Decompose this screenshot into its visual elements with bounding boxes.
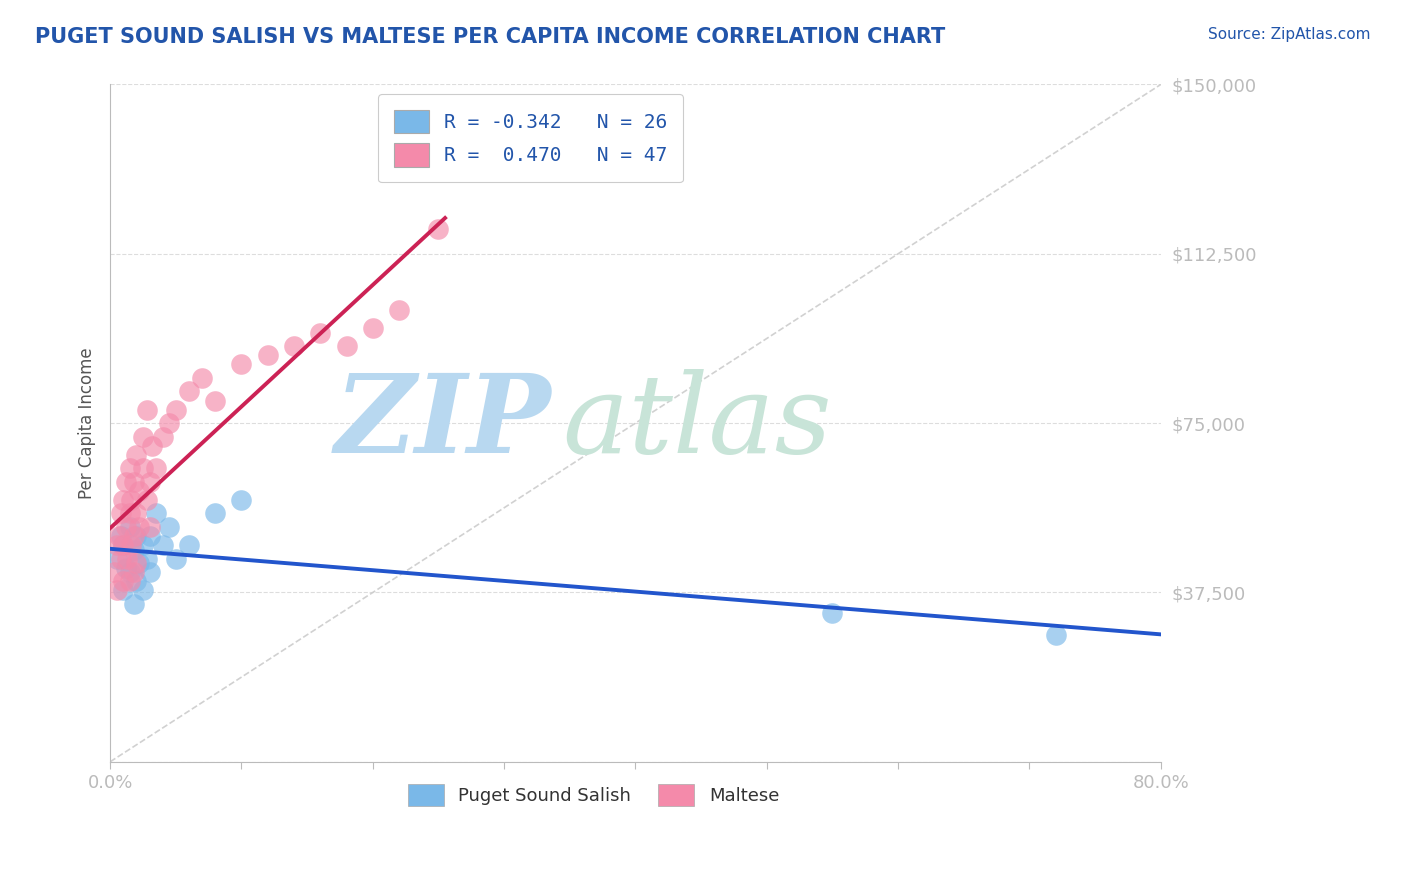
Point — [145, 461, 167, 475]
Point — [231, 492, 253, 507]
Point — [388, 303, 411, 318]
Point — [361, 321, 384, 335]
Point — [122, 475, 145, 489]
Point — [125, 574, 148, 589]
Point — [309, 326, 332, 340]
Point — [110, 507, 132, 521]
Point — [125, 448, 148, 462]
Point — [204, 393, 226, 408]
Point — [105, 583, 128, 598]
Point — [136, 551, 159, 566]
Point — [132, 538, 155, 552]
Point — [115, 520, 138, 534]
Point — [122, 542, 145, 557]
Text: PUGET SOUND SALISH VS MALTESE PER CAPITA INCOME CORRELATION CHART: PUGET SOUND SALISH VS MALTESE PER CAPITA… — [35, 27, 945, 46]
Point — [118, 520, 141, 534]
Point — [118, 461, 141, 475]
Point — [118, 565, 141, 579]
Point — [120, 492, 142, 507]
Point — [177, 384, 200, 399]
Point — [112, 492, 135, 507]
Point — [152, 430, 174, 444]
Point — [256, 348, 278, 362]
Point — [103, 565, 125, 579]
Point — [191, 371, 214, 385]
Point — [112, 538, 135, 552]
Point — [177, 538, 200, 552]
Point — [112, 574, 135, 589]
Point — [105, 538, 128, 552]
Point — [122, 597, 145, 611]
Point — [157, 416, 180, 430]
Point — [138, 565, 160, 579]
Point — [125, 507, 148, 521]
Point — [122, 529, 145, 543]
Point — [110, 551, 132, 566]
Point — [132, 583, 155, 598]
Point — [138, 520, 160, 534]
Point — [821, 606, 844, 620]
Y-axis label: Per Capita Income: Per Capita Income — [79, 347, 96, 499]
Point — [118, 507, 141, 521]
Point — [138, 475, 160, 489]
Point — [157, 520, 180, 534]
Point — [1045, 628, 1067, 642]
Point — [136, 402, 159, 417]
Point — [110, 529, 132, 543]
Point — [120, 538, 142, 552]
Point — [128, 483, 150, 498]
Point — [204, 507, 226, 521]
Point — [335, 339, 357, 353]
Text: Source: ZipAtlas.com: Source: ZipAtlas.com — [1208, 27, 1371, 42]
Point — [427, 222, 450, 236]
Point — [115, 475, 138, 489]
Point — [118, 574, 141, 589]
Point — [115, 551, 138, 566]
Point — [128, 556, 150, 570]
Point — [141, 439, 163, 453]
Point — [145, 507, 167, 521]
Point — [108, 529, 131, 543]
Point — [231, 358, 253, 372]
Text: atlas: atlas — [562, 369, 831, 477]
Point — [115, 560, 138, 574]
Text: ZIP: ZIP — [335, 369, 551, 477]
Point — [136, 492, 159, 507]
Point — [125, 556, 148, 570]
Point — [283, 339, 305, 353]
Point — [138, 529, 160, 543]
Legend: Puget Sound Salish, Maltese: Puget Sound Salish, Maltese — [401, 777, 786, 814]
Point — [132, 461, 155, 475]
Point — [125, 529, 148, 543]
Point — [105, 551, 128, 566]
Point — [128, 520, 150, 534]
Point — [112, 538, 135, 552]
Point — [165, 402, 187, 417]
Point — [122, 565, 145, 579]
Point — [112, 583, 135, 598]
Point — [165, 551, 187, 566]
Point — [152, 538, 174, 552]
Point — [132, 430, 155, 444]
